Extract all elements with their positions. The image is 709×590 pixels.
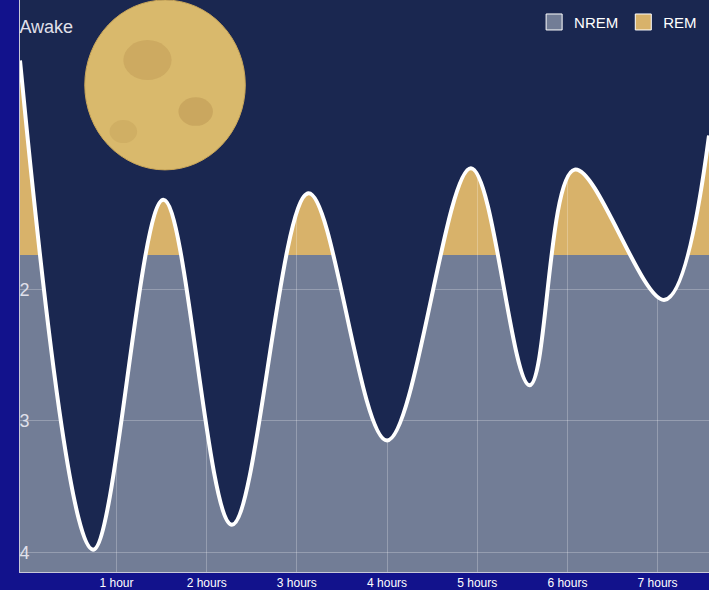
svg-text:7 hours: 7 hours bbox=[638, 576, 678, 590]
svg-text:3: 3 bbox=[19, 411, 29, 431]
svg-text:4: 4 bbox=[19, 543, 29, 563]
svg-text:NREM: NREM bbox=[574, 14, 618, 31]
svg-text:4 hours: 4 hours bbox=[367, 576, 407, 590]
svg-text:REM: REM bbox=[663, 14, 696, 31]
svg-text:3 hours: 3 hours bbox=[277, 576, 317, 590]
svg-text:6 hours: 6 hours bbox=[547, 576, 587, 590]
svg-text:1 hour: 1 hour bbox=[99, 576, 133, 590]
svg-text:2 hours: 2 hours bbox=[187, 576, 227, 590]
svg-text:5 hours: 5 hours bbox=[457, 576, 497, 590]
svg-text:Awake: Awake bbox=[19, 17, 73, 37]
svg-text:2: 2 bbox=[19, 280, 29, 300]
